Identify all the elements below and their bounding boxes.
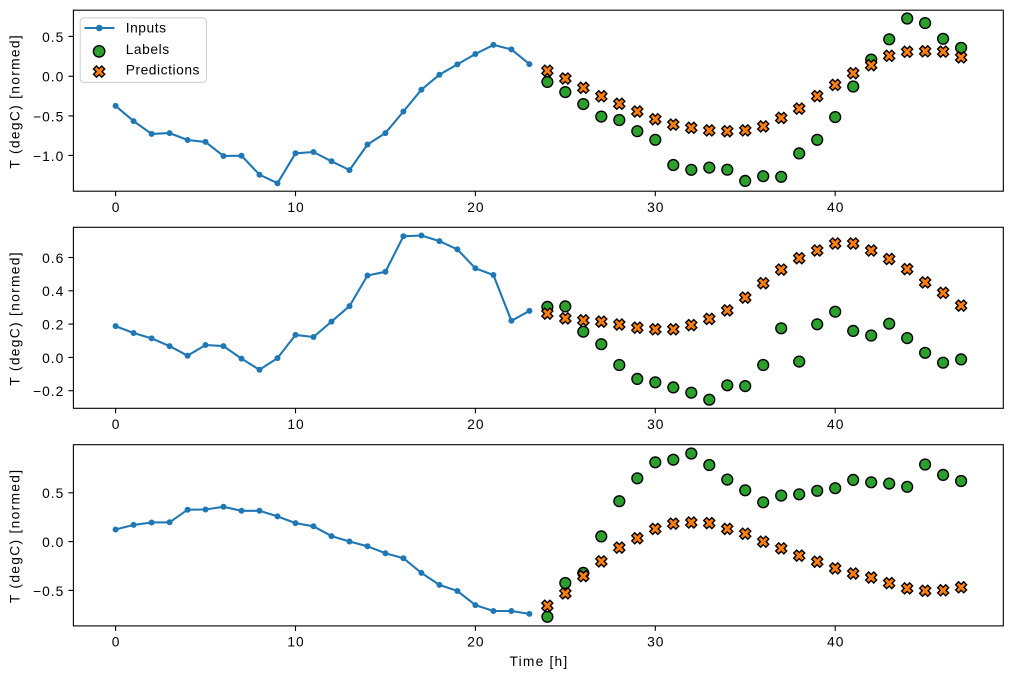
- svg-text:10: 10: [287, 200, 304, 215]
- svg-text:40: 40: [827, 635, 844, 650]
- svg-text:0.0: 0.0: [42, 70, 64, 85]
- svg-text:T (degC) [normed]: T (degC) [normed]: [7, 34, 22, 169]
- svg-text:0: 0: [112, 417, 121, 432]
- svg-text:0.0: 0.0: [42, 351, 64, 366]
- svg-text:30: 30: [647, 200, 664, 215]
- svg-text:0.5: 0.5: [42, 486, 64, 501]
- svg-text:T (degC) [normed]: T (degC) [normed]: [7, 469, 22, 604]
- svg-text:30: 30: [647, 635, 664, 650]
- svg-text:0: 0: [112, 635, 121, 650]
- svg-text:T (degC) [normed]: T (degC) [normed]: [7, 251, 22, 386]
- svg-text:0.6: 0.6: [42, 251, 64, 266]
- svg-text:10: 10: [287, 635, 304, 650]
- svg-text:Labels: Labels: [126, 42, 170, 57]
- svg-text:40: 40: [827, 417, 844, 432]
- svg-text:20: 20: [467, 635, 484, 650]
- svg-text:0.5: 0.5: [42, 30, 64, 45]
- svg-text:20: 20: [467, 200, 484, 215]
- svg-text:−0.5: −0.5: [33, 584, 64, 599]
- svg-text:Inputs: Inputs: [126, 21, 167, 36]
- svg-text:40: 40: [827, 200, 844, 215]
- svg-text:0.4: 0.4: [42, 284, 64, 299]
- svg-text:0.0: 0.0: [42, 535, 64, 550]
- svg-text:Predictions: Predictions: [126, 63, 200, 78]
- svg-text:20: 20: [467, 417, 484, 432]
- svg-text:−1.0: −1.0: [33, 149, 64, 164]
- svg-text:−0.5: −0.5: [33, 109, 64, 124]
- svg-text:Time [h]: Time [h]: [510, 654, 569, 669]
- svg-text:0.2: 0.2: [42, 318, 64, 333]
- svg-text:10: 10: [287, 417, 304, 432]
- svg-text:30: 30: [647, 417, 664, 432]
- svg-text:−0.2: −0.2: [33, 384, 64, 399]
- svg-text:0: 0: [112, 200, 121, 215]
